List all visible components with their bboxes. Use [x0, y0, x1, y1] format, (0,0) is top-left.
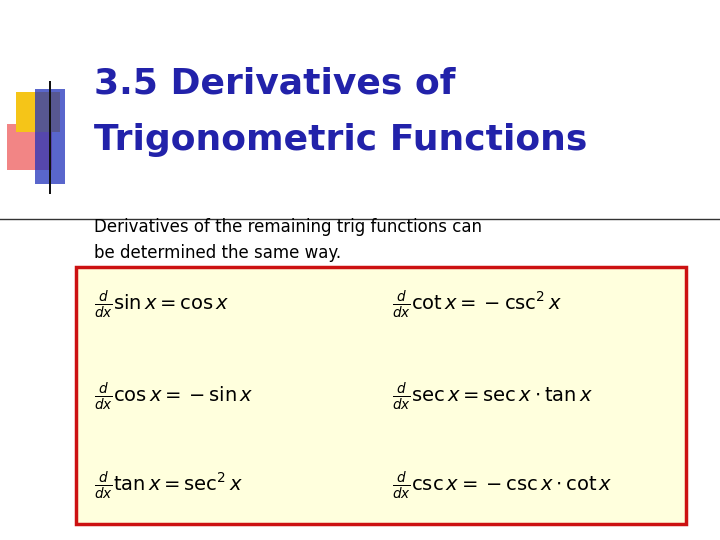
Text: Derivatives of the remaining trig functions can
be determined the same way.: Derivatives of the remaining trig functi…	[94, 218, 482, 262]
Bar	[49, 81, 51, 194]
Text: 3.5 Derivatives of: 3.5 Derivatives of	[94, 67, 455, 100]
Text: $\frac{d}{dx}\csc x = -\csc x \cdot \cot x$: $\frac{d}{dx}\csc x = -\csc x \cdot \cot…	[392, 470, 613, 502]
Text: $\frac{d}{dx}\sec x = \sec x \cdot \tan x$: $\frac{d}{dx}\sec x = \sec x \cdot \tan …	[392, 381, 593, 413]
Text: $\frac{d}{dx}\cos x = -\sin x$: $\frac{d}{dx}\cos x = -\sin x$	[94, 381, 253, 413]
Text: $\frac{d}{dx}\cot x = -\csc^2 x$: $\frac{d}{dx}\cot x = -\csc^2 x$	[392, 289, 562, 321]
Text: $\frac{d}{dx}\sin x = \cos x$: $\frac{d}{dx}\sin x = \cos x$	[94, 289, 229, 321]
FancyBboxPatch shape	[76, 267, 686, 524]
Bar	[7, 124, 52, 170]
Bar	[7, 124, 52, 170]
Text: $\frac{d}{dx}\tan x = \sec^2 x$: $\frac{d}{dx}\tan x = \sec^2 x$	[94, 470, 243, 502]
Bar	[35, 89, 65, 184]
Bar	[16, 92, 60, 132]
Text: Trigonometric Functions: Trigonometric Functions	[94, 124, 587, 157]
